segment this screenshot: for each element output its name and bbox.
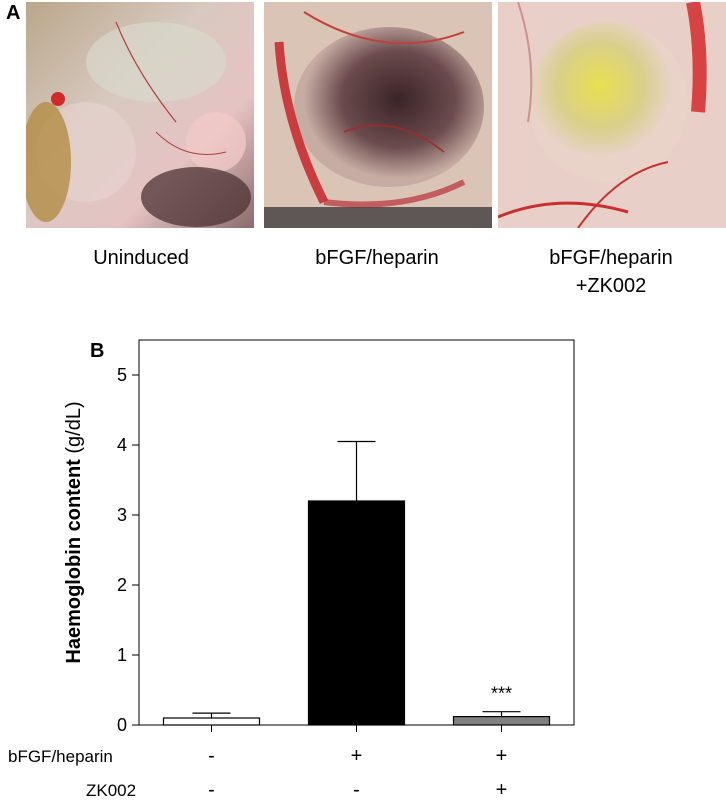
condition-symbol: + (496, 779, 508, 801)
condition-symbol: + (351, 745, 363, 767)
condition-symbol: + (496, 745, 508, 767)
y-tick-label: 4 (117, 435, 127, 455)
condition-symbol: - (353, 779, 360, 801)
significance-label: *** (491, 684, 512, 704)
condition-label: bFGF/heparin (8, 747, 113, 766)
photo-bfgf-heparin (264, 2, 492, 228)
y-tick-label: 5 (117, 365, 127, 385)
photo-bfgf-heparin-zk002 (498, 2, 726, 228)
caption-uninduced: Uninduced (26, 244, 256, 272)
caption-line: Uninduced (93, 247, 189, 269)
y-tick-label: 3 (117, 505, 127, 525)
haemoglobin-bar-chart: 0 1 2 3 4 5 *** Haemoglobin content (g/dL) bFGF/… (8, 339, 575, 801)
y-tick-label: 0 (117, 715, 127, 735)
condition-symbol: - (208, 745, 215, 767)
condition-symbol: - (208, 779, 215, 801)
caption-bfgf-heparin-zk002: bFGF/heparin +ZK002 (496, 244, 726, 300)
bar-2 (307, 500, 406, 726)
bar-3 (452, 716, 551, 726)
caption-line: bFGF/heparin (549, 247, 673, 269)
y-axis-label-bold: Haemoglobin content (63, 459, 85, 664)
y-tick-label: 1 (117, 645, 127, 665)
y-axis-label: Haemoglobin content (g/dL) (63, 401, 85, 663)
bar-1 (162, 717, 261, 726)
panel-a-label: A (6, 2, 21, 24)
panel-b-label: B (90, 340, 105, 362)
caption-line: bFGF/heparin (315, 247, 439, 269)
photo-uninduced (26, 2, 254, 228)
y-tick-label: 2 (117, 575, 127, 595)
caption-line: +ZK002 (575, 275, 647, 297)
condition-label: ZK002 (86, 781, 136, 800)
caption-bfgf-heparin: bFGF/heparin (262, 244, 492, 272)
y-axis-label-unit: (g/dL) (63, 401, 85, 459)
